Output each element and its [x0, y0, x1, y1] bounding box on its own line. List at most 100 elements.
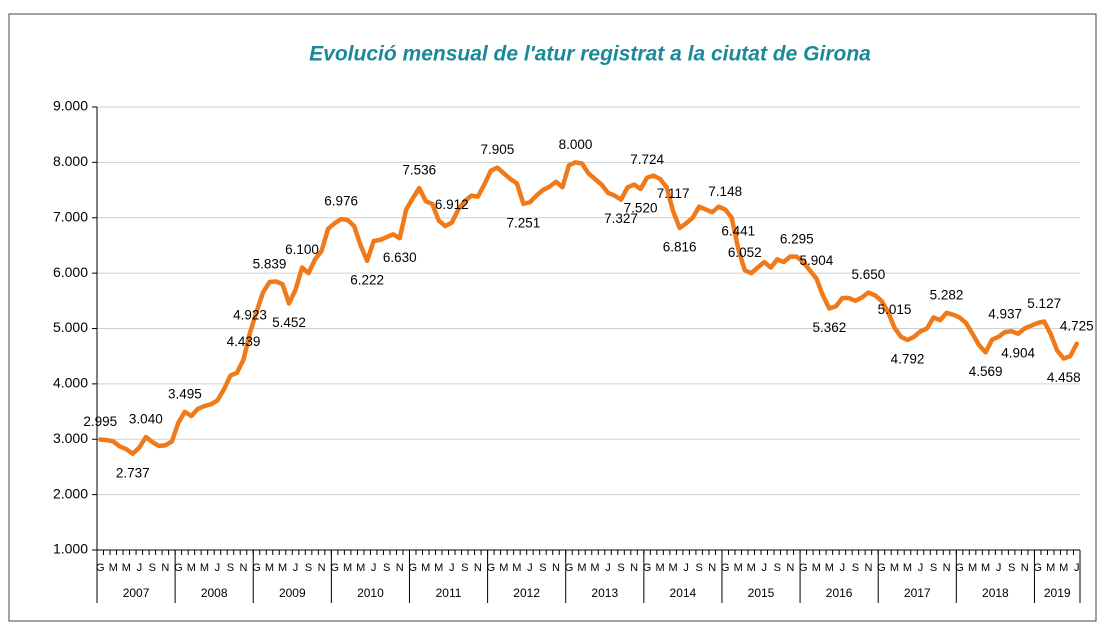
x-tick-label: G [565, 562, 574, 574]
x-tick-label: N [708, 562, 716, 574]
data-label: 4.904 [1001, 345, 1035, 360]
x-tick-label: J [605, 562, 611, 574]
x-tick-label: N [864, 562, 872, 574]
x-tick-label: J [449, 562, 455, 574]
data-label: 5.452 [272, 315, 306, 330]
data-label: 7.148 [708, 184, 742, 199]
data-label: 7.520 [624, 201, 658, 216]
year-label: 2010 [357, 586, 384, 600]
x-tick-label: J [527, 562, 533, 574]
year-label: 2018 [982, 586, 1009, 600]
x-tick-label: M [812, 562, 821, 574]
data-label: 8.000 [559, 137, 593, 152]
data-label: 5.015 [878, 302, 912, 317]
x-tick-label: J [996, 562, 1002, 574]
x-tick-label: M [434, 562, 443, 574]
x-tick-label: G [799, 562, 808, 574]
x-tick-label: N [239, 562, 247, 574]
data-label: 4.439 [227, 334, 261, 349]
x-tick-label: M [590, 562, 599, 574]
x-tick-label: G [487, 562, 496, 574]
x-tick-label: M [825, 562, 834, 574]
x-tick-label: N [396, 562, 404, 574]
x-tick-label: N [552, 562, 560, 574]
x-tick-label: N [786, 562, 794, 574]
x-tick-label: M [421, 562, 430, 574]
x-tick-label: M [1046, 562, 1055, 574]
x-tick-label: J [371, 562, 377, 574]
x-tick-label: J [137, 562, 143, 574]
x-tick-label: M [577, 562, 586, 574]
x-tick-label: M [890, 562, 899, 574]
data-label: 4.725 [1060, 318, 1094, 333]
x-tick-label: M [968, 562, 977, 574]
y-tick-label: 5.000 [53, 319, 88, 335]
x-tick-label: J [918, 562, 924, 574]
x-tick-label: J [293, 562, 299, 574]
data-label: 3.040 [129, 412, 163, 427]
x-tick-label: S [695, 562, 702, 574]
x-tick-label: M [343, 562, 352, 574]
x-tick-label: M [265, 562, 274, 574]
data-label: 5.127 [1027, 296, 1061, 311]
data-label: 6.441 [721, 223, 755, 238]
x-tick-label: G [252, 562, 261, 574]
x-tick-label: M [669, 562, 678, 574]
data-label: 7.724 [630, 152, 664, 167]
x-tick-label: M [200, 562, 209, 574]
year-label: 2007 [123, 586, 150, 600]
data-label: 6.912 [435, 197, 469, 212]
data-label: 6.052 [728, 245, 762, 260]
year-label: 2013 [591, 586, 618, 600]
x-tick-label: G [643, 562, 652, 574]
data-label: 7.117 [657, 186, 690, 201]
x-tick-label: S [539, 562, 546, 574]
year-label: 2019 [1044, 586, 1071, 600]
x-tick-label: G [96, 562, 105, 574]
data-label: 7.327 [604, 211, 638, 226]
x-tick-label: N [161, 562, 169, 574]
y-tick-label: 8.000 [53, 153, 88, 169]
x-tick-label: N [474, 562, 482, 574]
x-tick-label: S [305, 562, 312, 574]
x-tick-label: G [408, 562, 417, 574]
data-label: 6.222 [350, 272, 384, 287]
x-tick-label: M [656, 562, 665, 574]
data-label: 6.295 [780, 231, 814, 246]
data-line [98, 160, 1079, 457]
x-tick-label: J [215, 562, 221, 574]
year-label: 2014 [670, 586, 697, 600]
data-label: 7.536 [402, 163, 436, 178]
y-tick-label: 2.000 [53, 485, 88, 501]
data-label: 2.737 [116, 465, 150, 480]
x-tick-label: G [174, 562, 183, 574]
x-tick-label: S [1008, 562, 1015, 574]
data-label: 4.923 [233, 307, 267, 322]
x-tick-label: M [734, 562, 743, 574]
data-label: 5.362 [812, 320, 846, 335]
data-label: 6.100 [285, 242, 319, 257]
data-label: 7.905 [480, 142, 514, 157]
data-label: 4.792 [891, 352, 925, 367]
x-tick-label: N [630, 562, 638, 574]
x-tick-label: S [774, 562, 781, 574]
data-label: 5.904 [799, 253, 833, 268]
x-tick-label: G [1033, 562, 1042, 574]
year-label: 2015 [748, 586, 775, 600]
data-label: 6.816 [663, 240, 697, 255]
x-tick-label: M [747, 562, 756, 574]
x-tick-label: M [122, 562, 131, 574]
x-tick-label: J [683, 562, 689, 574]
x-tick-label: M [356, 562, 365, 574]
data-label: 5.650 [852, 267, 886, 282]
x-tick-label: S [149, 562, 156, 574]
x-tick-label: S [617, 562, 624, 574]
y-tick-label: 4.000 [53, 375, 88, 391]
year-label: 2016 [826, 586, 853, 600]
data-label: 7.251 [507, 215, 541, 230]
year-label: 2017 [904, 586, 931, 600]
data-label: 5.839 [253, 257, 287, 272]
year-label: 2012 [513, 586, 540, 600]
y-tick-label: 6.000 [53, 264, 88, 280]
